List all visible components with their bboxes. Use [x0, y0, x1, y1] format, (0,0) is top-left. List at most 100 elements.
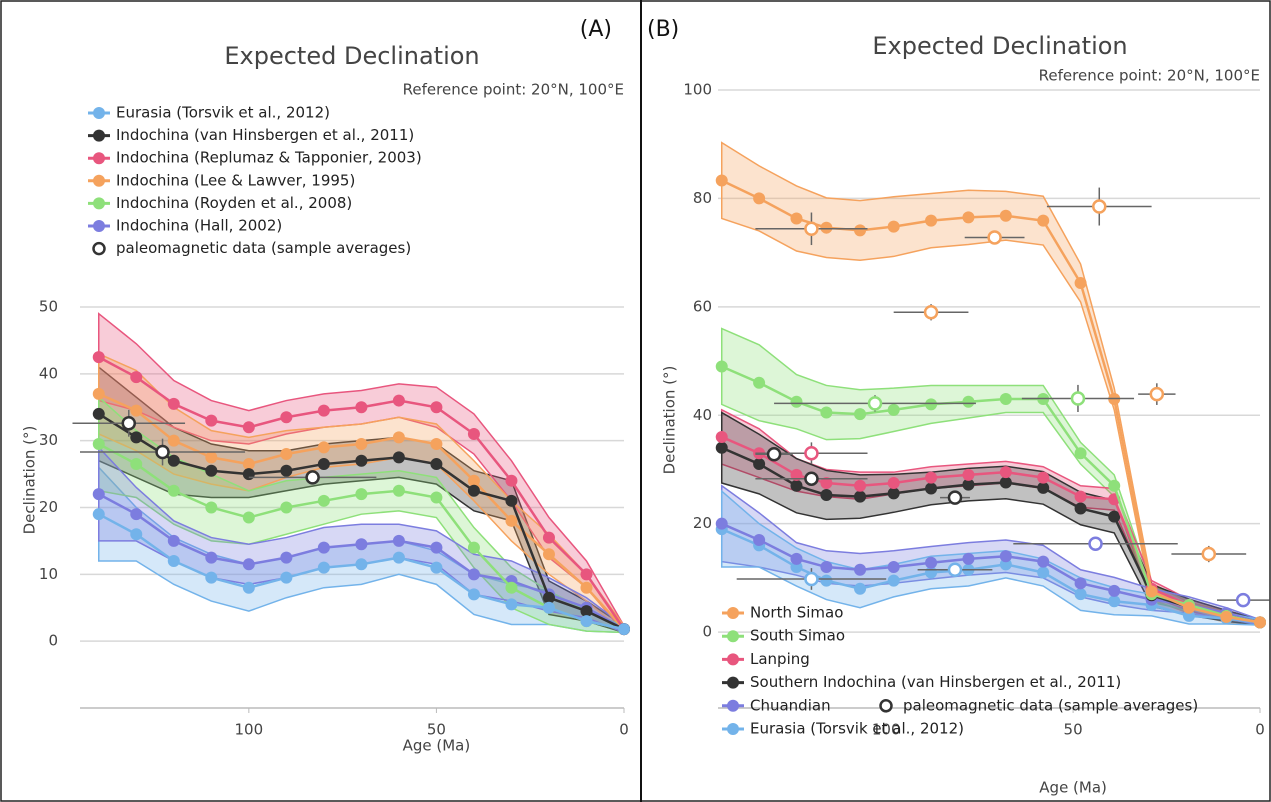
paleomagnetic-point [305, 470, 320, 485]
data-point [854, 563, 867, 576]
data-point [92, 438, 105, 451]
chart-subtitle: Reference point: 20°N, 100°E [403, 81, 624, 99]
data-point [205, 451, 218, 464]
data-point [753, 376, 766, 389]
data-point [130, 404, 143, 417]
data-point [205, 501, 218, 514]
x-tick-label: 100 [235, 721, 264, 739]
data-point [130, 508, 143, 521]
data-point [580, 605, 593, 618]
legend-marker [727, 653, 739, 666]
data-point [505, 494, 518, 507]
data-point [580, 615, 593, 628]
data-point [280, 464, 293, 477]
data-point [280, 551, 293, 564]
legend-label: Indochina (Lee & Lawver, 1995) [116, 171, 355, 189]
y-tick-label: 80 [693, 189, 712, 207]
x-tick-label: 100 [872, 721, 901, 739]
data-point [167, 397, 180, 410]
data-point [542, 591, 555, 604]
data-point [130, 528, 143, 541]
data-point [887, 561, 900, 574]
data-point [92, 488, 105, 501]
data-point [854, 408, 867, 421]
data-point [580, 568, 593, 581]
x-tick-label: 50 [1064, 721, 1083, 739]
data-point [753, 192, 766, 205]
paleomagnetic-point [947, 490, 963, 505]
legend-marker [93, 220, 105, 232]
chart-title: Expected Declination [872, 32, 1127, 60]
data-point [205, 571, 218, 584]
data-point [505, 598, 518, 611]
data-point [715, 441, 728, 454]
data-point [467, 484, 480, 497]
data-point [925, 482, 938, 495]
data-point [925, 471, 938, 484]
data-point [1037, 555, 1050, 568]
data-point [925, 398, 938, 411]
legend-marker [727, 630, 739, 643]
data-point [1074, 577, 1087, 590]
data-point [167, 534, 180, 547]
chart-title: Expected Declination [224, 42, 479, 70]
data-point [167, 434, 180, 447]
data-point [430, 458, 443, 471]
data-point [92, 508, 105, 521]
legend-marker [727, 676, 739, 689]
paleomagnetic-point [867, 396, 883, 411]
legend-label: South Simao [750, 627, 845, 645]
data-point [317, 494, 330, 507]
data-point [467, 568, 480, 581]
legend-label: paleomagnetic data (sample averages) [903, 696, 1198, 714]
legend-label: Chuandian [750, 696, 831, 714]
data-point [392, 394, 405, 407]
legend-label: North Simao [750, 604, 843, 622]
legend-marker [93, 174, 105, 187]
data-point [392, 534, 405, 547]
paleomagnetic-point [804, 221, 819, 237]
data-point [467, 427, 480, 440]
data-point [167, 484, 180, 497]
y-tick-label: 100 [683, 81, 712, 99]
legend-label: Indochina (Royden et al., 2008) [116, 194, 352, 212]
data-point [1074, 588, 1087, 601]
data-point [887, 403, 900, 416]
data-point [280, 571, 293, 584]
data-point [467, 541, 480, 554]
paleomagnetic-point [1149, 386, 1165, 402]
x-tick-label: 0 [1255, 721, 1265, 739]
data-point [430, 438, 443, 451]
x-axis-label: Age (Ma) [403, 737, 471, 755]
data-point [1074, 276, 1087, 289]
data-point [887, 220, 900, 233]
y-axis-label: Declination (°) [21, 426, 39, 535]
data-point [790, 212, 803, 225]
data-point [1074, 502, 1087, 515]
legend-label: Lanping [750, 650, 810, 668]
data-point [317, 441, 330, 454]
data-point [280, 501, 293, 514]
data-point [205, 551, 218, 564]
data-point [392, 551, 405, 564]
legend-label: Indochina (van Hinsbergen et al., 2011) [116, 126, 414, 144]
data-point [753, 533, 766, 546]
data-point [242, 468, 255, 481]
legend-label: Indochina (Hall, 2002) [116, 217, 282, 235]
y-tick-label: 60 [693, 297, 712, 315]
data-point [242, 558, 255, 571]
data-point [820, 221, 833, 234]
data-point [820, 561, 833, 574]
data-point [1074, 490, 1087, 503]
y-tick-label: 40 [39, 364, 58, 382]
paleomagnetic-point [804, 471, 819, 486]
paleomagnetic-point [804, 445, 819, 461]
paleomagnetic-point [1092, 199, 1107, 214]
data-point [999, 476, 1012, 489]
data-point [355, 558, 368, 571]
data-point [92, 407, 105, 420]
data-point [962, 478, 975, 491]
legend-marker [92, 241, 106, 256]
y-tick-label: 0 [48, 632, 58, 650]
legend-label: Eurasia (Torsvik et al., 2012) [750, 720, 964, 738]
